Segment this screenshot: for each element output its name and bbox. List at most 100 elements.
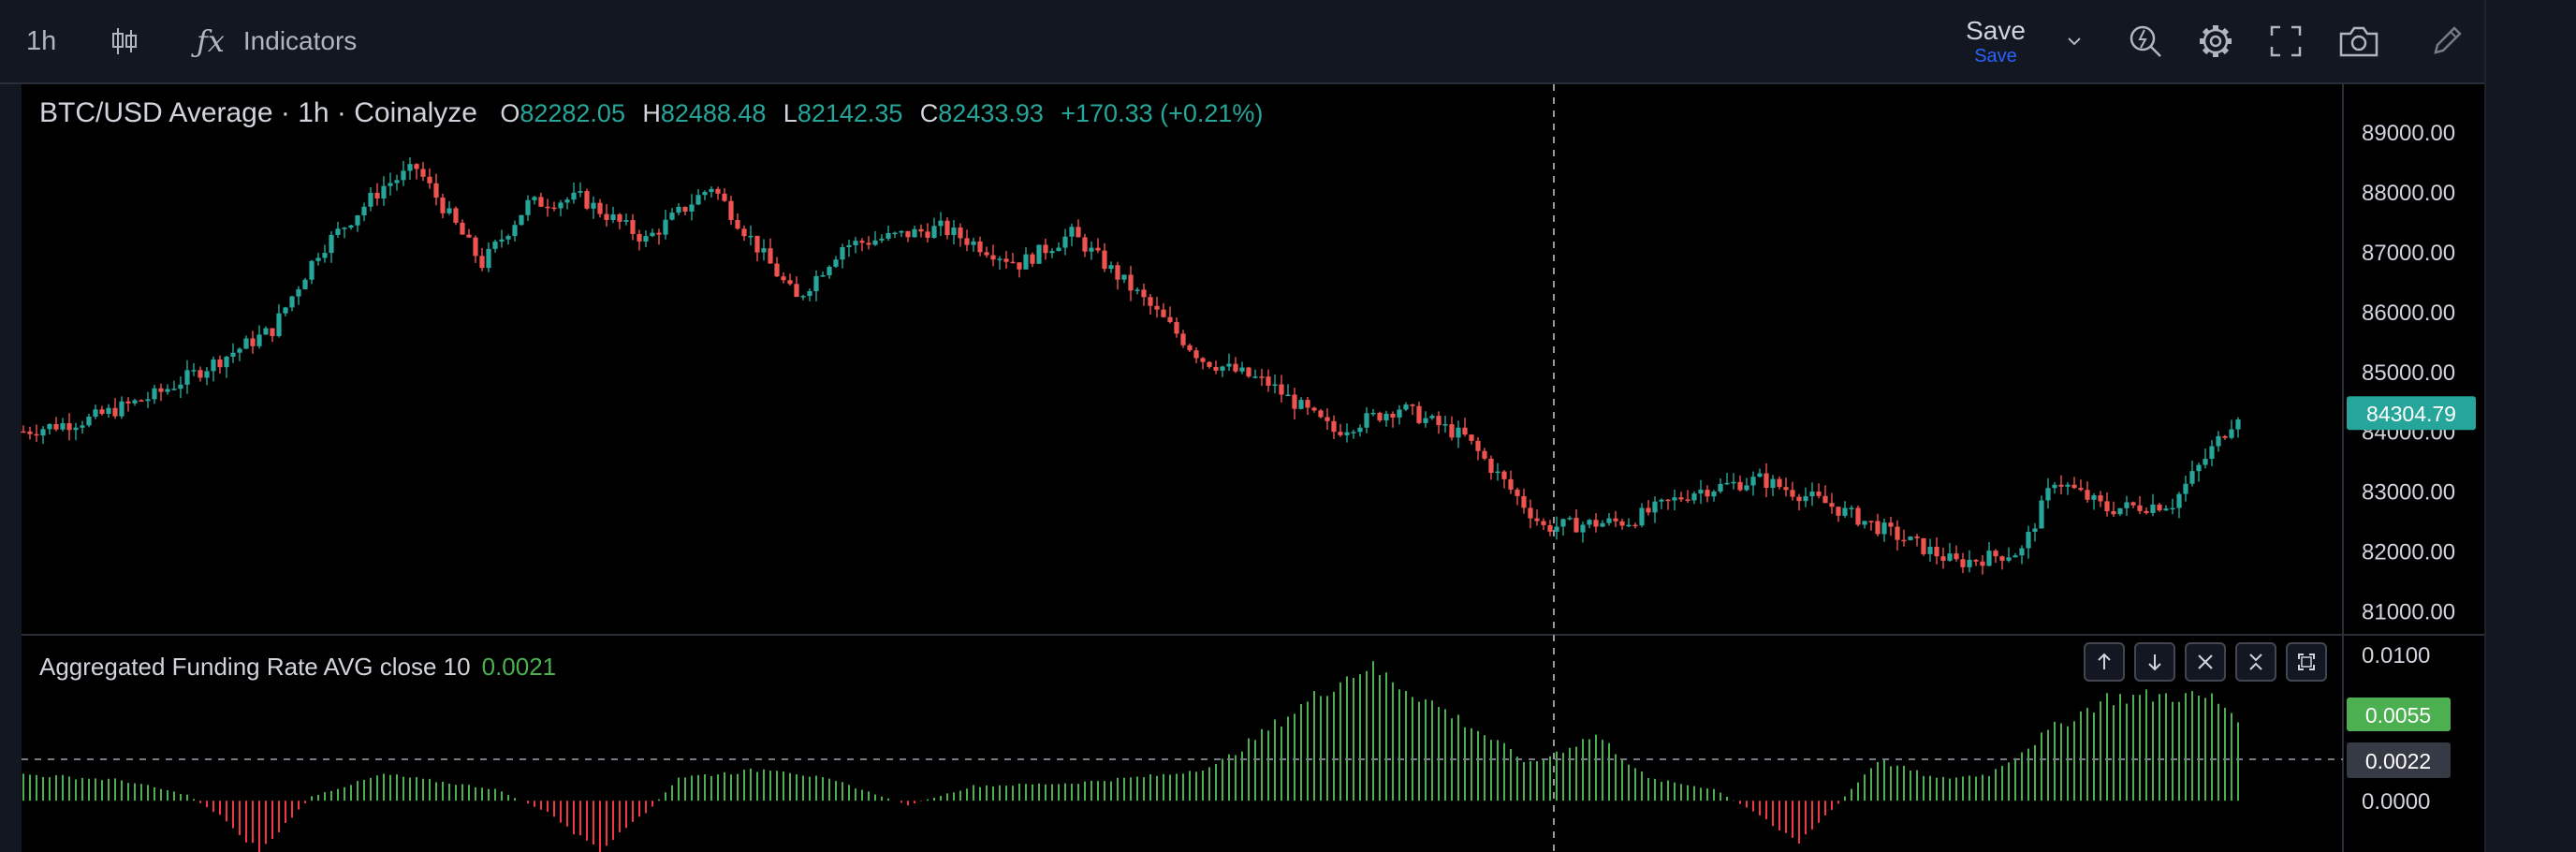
candle (1423, 418, 1428, 423)
fullscreen-button[interactable] (2269, 0, 2303, 82)
last-price-value: 84304.79 (2366, 402, 2456, 426)
snapshot-button[interactable] (2338, 0, 2379, 82)
candle (1580, 524, 1586, 533)
candle (2071, 484, 2077, 489)
candle (1534, 518, 1540, 521)
candle (1528, 507, 1533, 519)
price-axis-tick: 83000.00 (2362, 480, 2455, 506)
candle (741, 228, 747, 237)
candle (709, 188, 714, 193)
candle (990, 255, 996, 260)
candle (2045, 488, 2051, 501)
candle (1148, 297, 1153, 306)
candle (47, 423, 52, 430)
candle (486, 248, 491, 269)
save-button[interactable]: Save Save (1949, 0, 2042, 82)
candle (551, 207, 557, 210)
candle (388, 183, 393, 186)
candle (813, 275, 819, 292)
fx-icon: ƒx (197, 23, 225, 59)
save-dropdown-button[interactable] (2064, 0, 2085, 82)
candle (1338, 432, 1343, 435)
candle (1718, 483, 1723, 492)
chart-area[interactable]: 89000.00 88000.00 87000.00 86000.00 85000.00… (0, 0, 2484, 852)
candle (853, 241, 858, 245)
candle (1292, 394, 1297, 409)
move-pane-up-button[interactable] (2084, 642, 2125, 682)
candle (1488, 458, 1494, 474)
candle (695, 195, 701, 205)
indicator-axis-labels: 0.0100 0.0000 (2362, 643, 2430, 815)
maximize-pane-button[interactable] (2286, 642, 2327, 682)
indicators-button[interactable]: ƒx Indicators (197, 0, 357, 82)
candle (1167, 316, 1173, 323)
candle (40, 429, 46, 436)
candle (971, 241, 976, 245)
candle (1744, 485, 1749, 491)
candle (1331, 420, 1337, 433)
candle (1934, 547, 1939, 557)
candle (1233, 363, 1238, 372)
candle (60, 423, 66, 430)
candle (1547, 524, 1553, 532)
candle (2039, 500, 2044, 529)
chart-type-button[interactable] (109, 0, 140, 82)
candle (1777, 478, 1782, 488)
candle (2032, 528, 2038, 533)
candle (1973, 559, 1979, 562)
candle (2150, 504, 2156, 513)
candle (663, 219, 668, 235)
candle (1134, 289, 1140, 291)
candle (315, 257, 321, 261)
candle (93, 409, 98, 418)
candle (1888, 522, 1894, 527)
candle (964, 238, 970, 245)
candle (2144, 510, 2149, 513)
candle (610, 213, 616, 220)
indicator-current-value: 0.0055 (2365, 703, 2431, 727)
drawing-button[interactable] (2430, 0, 2464, 82)
settings-button[interactable] (2197, 0, 2234, 82)
candle (152, 388, 157, 400)
low-key: L (783, 99, 798, 127)
candle (66, 423, 72, 431)
move-pane-down-button[interactable] (2134, 642, 2175, 682)
candle (787, 280, 793, 285)
candle (139, 400, 144, 402)
candle (918, 228, 924, 232)
quick-search-button[interactable] (2127, 0, 2164, 82)
candle (1921, 537, 1926, 554)
delete-pane-button[interactable] (2185, 642, 2226, 682)
collapse-pane-button[interactable] (2235, 642, 2276, 682)
candle (1659, 499, 1664, 502)
candle (859, 241, 865, 243)
candle (1410, 404, 1415, 406)
candle (794, 284, 799, 298)
candle (289, 296, 295, 308)
candle (1541, 521, 1546, 525)
candle (2091, 495, 2097, 500)
price-axis-tick: 86000.00 (2362, 301, 2455, 326)
candle (1036, 244, 1042, 264)
candle (1462, 427, 1468, 435)
candle (1652, 501, 1658, 513)
candle (237, 348, 242, 353)
candle (342, 228, 347, 229)
candle (270, 328, 275, 336)
candle (355, 215, 360, 226)
candle (1069, 227, 1075, 237)
candle (938, 220, 944, 227)
candle (2170, 507, 2175, 510)
timeframe-button[interactable]: 1h (26, 25, 57, 56)
candle (420, 169, 426, 177)
candle (80, 425, 85, 428)
candle (525, 199, 531, 215)
candle (1724, 482, 1730, 485)
candle (211, 359, 216, 372)
candle (827, 266, 832, 276)
candle (1370, 412, 1376, 415)
candle (204, 371, 210, 378)
candle (1095, 247, 1101, 251)
candle (184, 370, 190, 385)
candle (1246, 367, 1251, 377)
